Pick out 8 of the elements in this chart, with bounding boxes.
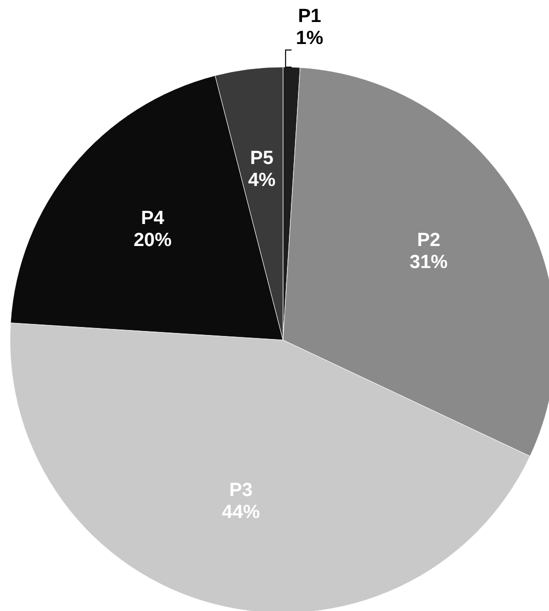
data-label: 4% (248, 170, 276, 192)
slice-label: P4 (140, 208, 165, 230)
slice-label: P2 (417, 230, 440, 251)
slice-label: P1 (298, 6, 322, 27)
data-label: 31% (410, 252, 448, 273)
data-label: 20% (134, 230, 172, 252)
slice-label: P5 (250, 148, 274, 170)
data-label: 1% (296, 28, 324, 49)
